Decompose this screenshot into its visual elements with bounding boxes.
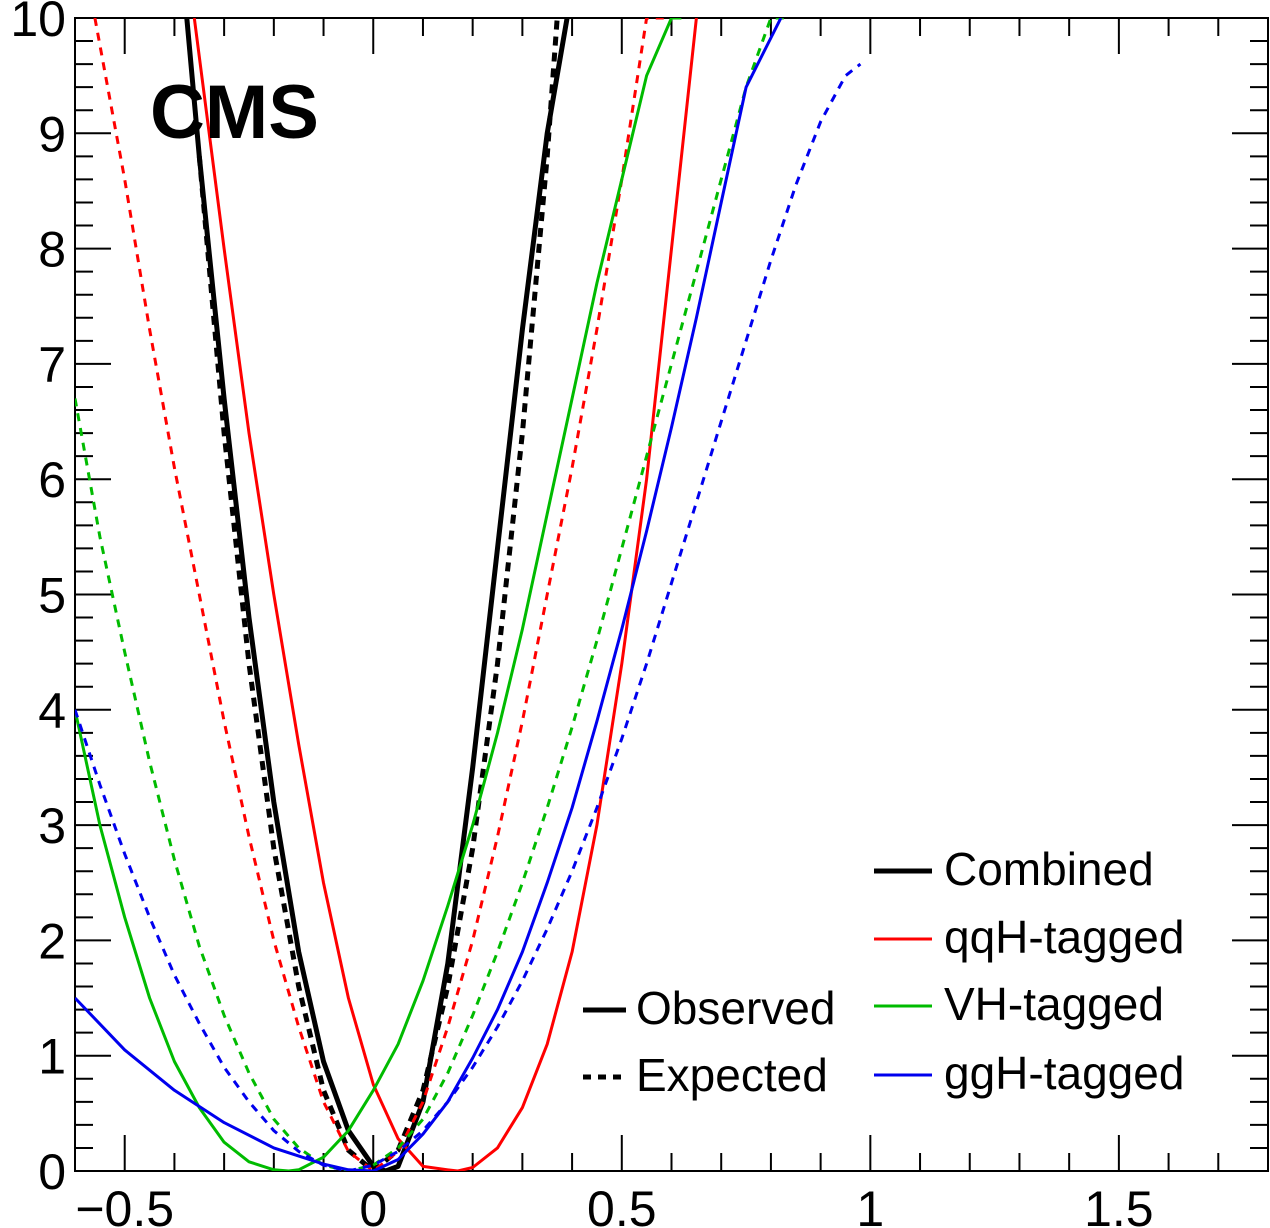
y-tick-label: 10 (10, 0, 66, 47)
legend-label-qqh-tagged: qqH-tagged (944, 911, 1184, 963)
axis-ticks (74, 17, 1269, 1172)
x-tick-label: 0 (359, 1181, 387, 1228)
legend-label-observed: Observed (636, 982, 835, 1034)
y-tick-label: 0 (38, 1144, 66, 1200)
y-tick-label: 3 (38, 798, 66, 854)
series-vh-tagged-observed (75, 18, 682, 1171)
legend-label-combined: Combined (944, 843, 1154, 895)
legend-label-vh-tagged: VH-tagged (944, 978, 1164, 1030)
y-tick-label: 1 (38, 1029, 66, 1085)
x-tick-label: 1.5 (1084, 1181, 1154, 1228)
y-tick-label: 2 (38, 913, 66, 969)
x-tick-label: −0.5 (75, 1181, 174, 1228)
series-layer (75, 18, 862, 1171)
series-combined-expected (196, 18, 560, 1171)
legend-label-ggh-tagged: ggH-tagged (944, 1047, 1184, 1099)
brand-label: CMS (150, 70, 319, 155)
y-tick-label: 4 (38, 683, 66, 739)
x-tick-label: 1 (856, 1181, 884, 1228)
y-tick-label: 9 (38, 106, 66, 162)
series-qqh-tagged-observed (192, 18, 698, 1171)
y-tick-label: 6 (38, 452, 66, 508)
series-vh-tagged-expected (75, 18, 786, 1171)
y-tick-label: 8 (38, 222, 66, 278)
y-tick-label: 7 (38, 337, 66, 393)
series-ggh-tagged-expected (75, 62, 862, 1171)
x-tick-label: 0.5 (587, 1181, 657, 1228)
legend-label-expected: Expected (636, 1049, 828, 1101)
series-ggh-tagged-observed (75, 18, 783, 1171)
y-tick-label: 5 (38, 568, 66, 624)
legend: Combined qqH-tagged Observed VH-tagged E… (583, 843, 1184, 1101)
